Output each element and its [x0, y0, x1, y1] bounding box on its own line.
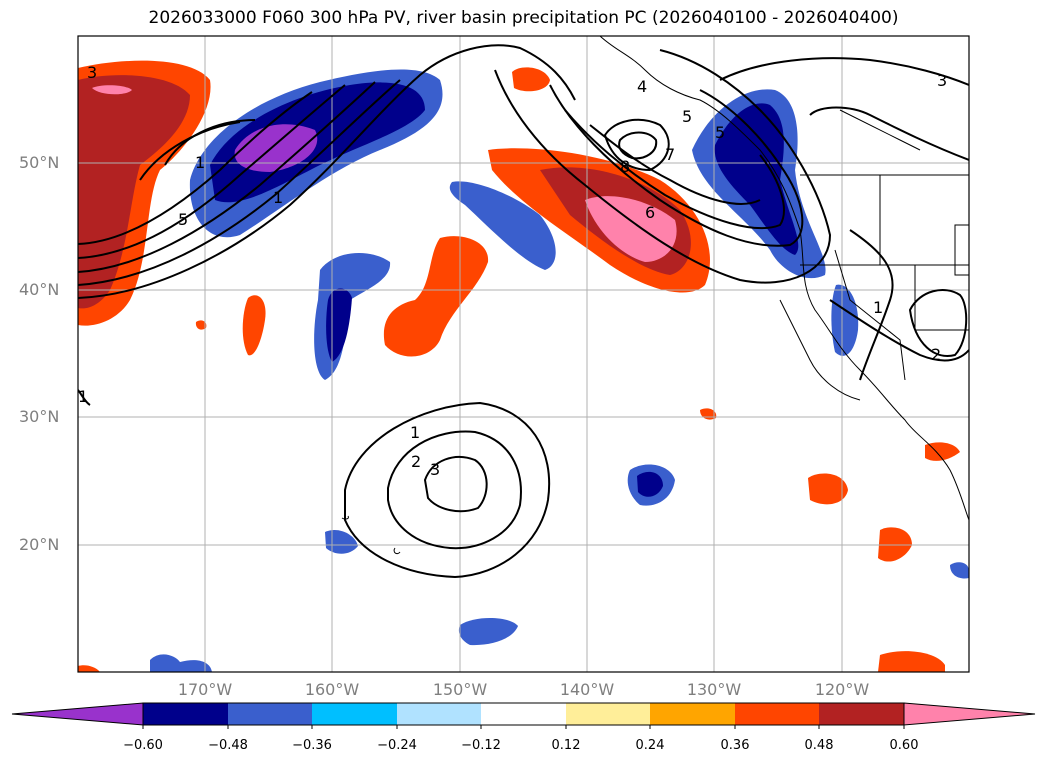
- colorbar-bin: [650, 703, 735, 725]
- contour-label: 2: [411, 452, 421, 471]
- colorbar-bin: [735, 703, 819, 725]
- contour-label: 7: [665, 145, 675, 164]
- anomaly-mid-orange: [383, 236, 489, 357]
- lon-label-170w: 170°W: [177, 680, 233, 699]
- contour-labels: 3 1 5 1 4 5 7 8 6 5 3 1 2 1 2 3 1: [78, 63, 947, 479]
- contour-label: 3: [87, 63, 97, 82]
- anomaly-east-orange4: [878, 651, 945, 672]
- anomaly-east-orange2: [878, 527, 912, 562]
- pv-contours: [78, 44, 969, 579]
- lon-label-130w: 130°W: [686, 680, 742, 699]
- anomaly-midwest-blue2: [314, 252, 391, 380]
- colorbar-tick-label: −0.36: [292, 738, 332, 753]
- contour-label: 5: [682, 107, 692, 126]
- anomaly-hawaii-blue: [325, 529, 358, 554]
- anomaly-east-orange3: [925, 442, 960, 461]
- anomaly-small-top: [512, 67, 550, 92]
- lat-label-50n: 50°N: [19, 153, 60, 172]
- colorbar-bin: [228, 703, 312, 725]
- map-frame: [77, 35, 970, 673]
- colorbar-tick-label: 0.60: [889, 738, 919, 753]
- anomaly-coast-blue2: [831, 284, 859, 356]
- colorbar-bin: [566, 703, 650, 725]
- contour-label: 3: [937, 71, 947, 90]
- contour-label: 4: [637, 77, 647, 96]
- anomaly-tiny-orange: [195, 320, 207, 330]
- anomaly-west-pink: [92, 85, 132, 95]
- anomaly-midwest-blue: [449, 181, 556, 270]
- map-title: 2026033000 F060 300 hPa PV, river basin …: [148, 8, 899, 28]
- colorbar-tick-label: −0.60: [123, 738, 163, 753]
- anomaly-small-orange-left: [242, 295, 266, 356]
- contour-label: 6: [645, 203, 655, 222]
- lon-label-150w: 150°W: [432, 680, 488, 699]
- anomaly-nw-darkblue: [210, 82, 425, 203]
- anomaly-corner-orange: [78, 665, 100, 672]
- contour-label: 1: [873, 298, 883, 317]
- anomaly-bottom-blue: [150, 654, 212, 672]
- colorbar-tick-label: −0.48: [208, 738, 248, 753]
- contour-label: 5: [715, 123, 725, 142]
- colorbar-bin: [312, 703, 397, 725]
- contour-label: 1: [195, 153, 205, 172]
- lat-label-20n: 20°N: [19, 535, 60, 554]
- anomaly-sub-dark: [637, 471, 663, 497]
- colorbar-extend-left: [11, 702, 144, 726]
- colorbar-bin: [143, 703, 228, 725]
- lon-label-140w: 140°W: [559, 680, 615, 699]
- anomaly-west-core: [78, 75, 190, 309]
- colorbar-tick-label: 0.36: [720, 738, 750, 753]
- colorbar-bin: [481, 703, 566, 725]
- colorbar-bin: [819, 703, 904, 725]
- gridlines: [78, 36, 969, 672]
- colorbar-tick-label: −0.12: [461, 738, 501, 753]
- coastlines: [341, 36, 969, 555]
- colorbar-bin: [397, 703, 481, 725]
- contour-label: 8: [620, 157, 630, 176]
- lon-label-160w: 160°W: [304, 680, 360, 699]
- contour-label: 1: [273, 188, 283, 207]
- anomaly-east-orange1: [808, 473, 848, 505]
- anomaly-ne-pink: [585, 196, 677, 262]
- anomaly-midwest-dark: [326, 288, 352, 362]
- contour-label: 2: [931, 345, 941, 364]
- colorbar-tick-label: −0.24: [377, 738, 417, 753]
- contour-label: 3: [430, 460, 440, 479]
- colorbar-tick-label: 0.12: [551, 738, 581, 753]
- anomaly-east-blue-small: [950, 562, 969, 579]
- colorbar-tick-label: 0.48: [804, 738, 834, 753]
- anomaly-coast-dark: [714, 103, 799, 255]
- lat-label-30n: 30°N: [19, 407, 60, 426]
- contour-label: 1: [78, 387, 88, 406]
- colorbar: [11, 702, 1036, 729]
- colorbar-tick-label: 0.24: [635, 738, 665, 753]
- contour-label: 5: [178, 210, 188, 229]
- colorbar-extend-right: [903, 702, 1036, 726]
- anomaly-regions: [78, 60, 969, 672]
- lat-label-40n: 40°N: [19, 280, 60, 299]
- contour-label: 1: [410, 423, 420, 442]
- anomaly-south-blue: [458, 617, 518, 646]
- lon-label-120w: 120°W: [814, 680, 870, 699]
